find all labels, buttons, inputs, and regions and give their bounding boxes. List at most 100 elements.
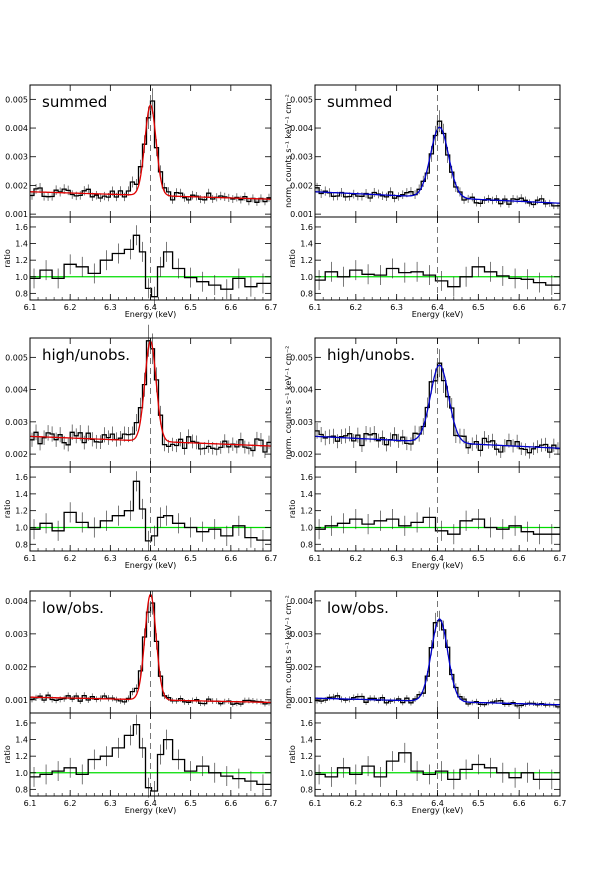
spectrum-ytick-label: 0.002 (5, 663, 28, 672)
spectrum-ytick-label: 0.004 (290, 124, 313, 133)
xtick-label: 6.4 (431, 554, 444, 563)
xaxis-label: Energy (keV) (125, 561, 177, 570)
spectrum-ylabel: norm. counts s⁻¹ keV⁻¹ cm⁻² (284, 346, 293, 460)
xtick-label: 6.3 (104, 799, 117, 808)
ratio-ytick-label: 1.2 (300, 507, 313, 516)
xtick-label: 6.5 (472, 303, 485, 312)
ratio-ytick-label: 0.8 (300, 289, 313, 298)
ratio-ytick-label: 1.0 (15, 523, 28, 532)
xtick-label: 6.3 (390, 799, 403, 808)
xtick-label: 6.1 (24, 554, 37, 563)
panel-right-3: 0.002 0.003 0.004 0.005 high/unobs. norm. cou… (284, 337, 566, 570)
spectrum-ytick-label: 0.002 (290, 450, 313, 459)
xtick-label: 6.1 (24, 303, 37, 312)
xtick-label: 6.5 (472, 799, 485, 808)
spectrum-ytick-label: 0.003 (290, 418, 313, 427)
ratio-ytick-label: 0.8 (15, 540, 28, 549)
ratio-ytick-label: 0.8 (300, 540, 313, 549)
ratio-ylabel: ratio (3, 745, 12, 764)
ratio-ytick-label: 1.0 (300, 523, 313, 532)
xtick-label: 6.5 (184, 799, 197, 808)
xtick-label: 6.1 (309, 799, 322, 808)
xtick-label: 6.4 (144, 303, 157, 312)
spectrum-ytick-label: 0.003 (5, 418, 28, 427)
ratio-ytick-label: 1.0 (300, 769, 313, 778)
spectrum-ytick-label: 0.003 (5, 153, 28, 162)
xtick-label: 6.6 (513, 303, 526, 312)
xtick-label: 6.4 (144, 799, 157, 808)
spectrum-ytick-label: 0.004 (290, 386, 313, 395)
ratio-ytick-label: 1.0 (15, 273, 28, 282)
spectrum-ytick-label: 0.005 (5, 353, 28, 362)
xtick-label: 6.1 (309, 554, 322, 563)
xtick-label: 6.6 (224, 554, 237, 563)
xtick-label: 6.1 (24, 799, 37, 808)
spectrum-ytick-label: 0.003 (5, 630, 28, 639)
xtick-label: 6.3 (390, 303, 403, 312)
xtick-label: 6.2 (349, 303, 362, 312)
xaxis-label: Energy (keV) (125, 806, 177, 815)
xtick-label: 6.4 (144, 554, 157, 563)
panel-label: summed (327, 93, 392, 111)
xtick-label: 6.3 (390, 554, 403, 563)
xtick-label: 6.6 (513, 799, 526, 808)
xtick-label: 6.3 (104, 554, 117, 563)
xaxis-label: Energy (keV) (125, 310, 177, 319)
xtick-label: 6.4 (431, 799, 444, 808)
xtick-label: 6.2 (64, 303, 77, 312)
ratio-ytick-label: 1.4 (15, 240, 28, 249)
xaxis-label: Energy (keV) (412, 310, 464, 319)
xtick-label: 6.7 (265, 799, 278, 808)
ratio-ytick-label: 1.6 (300, 223, 313, 232)
ratio-ytick-label: 1.0 (300, 273, 313, 282)
xtick-label: 6.1 (309, 303, 322, 312)
panel-left-0: 0.001 0.002 0.003 0.004 0.005 summed 0.8 1.0 1.2… (3, 84, 278, 319)
ratio-ytick-label: 1.2 (15, 752, 28, 761)
xtick-label: 6.2 (64, 799, 77, 808)
ratio-ytick-label: 1.2 (300, 752, 313, 761)
spectrum-ytick-label: 0.002 (290, 663, 313, 672)
panel-label: high/unobs. (42, 346, 130, 364)
spectrum-ylabel: norm. counts s⁻¹ keV⁻¹ cm⁻² (284, 595, 293, 709)
panel-label: low/obs. (42, 599, 104, 617)
ratio-ytick-label: 1.2 (15, 507, 28, 516)
ratio-ytick-label: 1.4 (15, 490, 28, 499)
ratio-ytick-label: 0.8 (15, 289, 28, 298)
xtick-label: 6.7 (554, 799, 567, 808)
xtick-label: 6.5 (472, 554, 485, 563)
ratio-data-histogram (30, 723, 271, 792)
spectrum-ytick-label: 0.004 (5, 597, 28, 606)
xaxis-label: Energy (keV) (412, 806, 464, 815)
xtick-label: 6.3 (104, 303, 117, 312)
spectrum-model-curve (315, 364, 560, 449)
xaxis-label: Energy (keV) (412, 561, 464, 570)
spectrum-ytick-label: 0.004 (5, 124, 28, 133)
xtick-label: 6.2 (64, 554, 77, 563)
panel-right-1: 0.001 0.002 0.003 0.004 0.005 summed norm. cou… (284, 84, 567, 319)
xtick-label: 6.2 (349, 554, 362, 563)
ratio-ylabel: ratio (288, 500, 297, 519)
ratio-data-histogram (30, 234, 271, 298)
panel-right-5: 0.001 0.002 0.003 0.004 low/obs. norm. counts… (284, 590, 567, 815)
spectrum-ytick-label: 0.003 (290, 630, 313, 639)
spectrum-ytick-label: 0.001 (5, 696, 28, 705)
ratio-ytick-label: 1.6 (300, 473, 313, 482)
ratio-ytick-label: 1.4 (300, 736, 313, 745)
spectrum-ytick-label: 0.001 (290, 210, 313, 219)
ratio-data-histogram (315, 516, 560, 535)
xtick-label: 6.7 (265, 554, 278, 563)
ratio-ytick-label: 1.0 (15, 769, 28, 778)
xtick-label: 6.5 (184, 303, 197, 312)
ratio-ytick-label: 1.2 (300, 256, 313, 265)
ratio-ytick-label: 1.4 (300, 240, 313, 249)
xtick-label: 6.7 (554, 303, 567, 312)
spectrum-ytick-label: 0.005 (290, 95, 313, 104)
spectrum-ytick-label: 0.002 (290, 181, 313, 190)
ratio-ylabel: ratio (3, 500, 12, 519)
ratio-ylabel: ratio (288, 249, 297, 268)
spectrum-ytick-label: 0.002 (5, 181, 28, 190)
panel-left-2: 0.002 0.003 0.004 0.005 high/unobs. 0.8 1.0 1.2… (3, 324, 278, 570)
xtick-label: 6.7 (265, 303, 278, 312)
xtick-label: 6.6 (513, 554, 526, 563)
